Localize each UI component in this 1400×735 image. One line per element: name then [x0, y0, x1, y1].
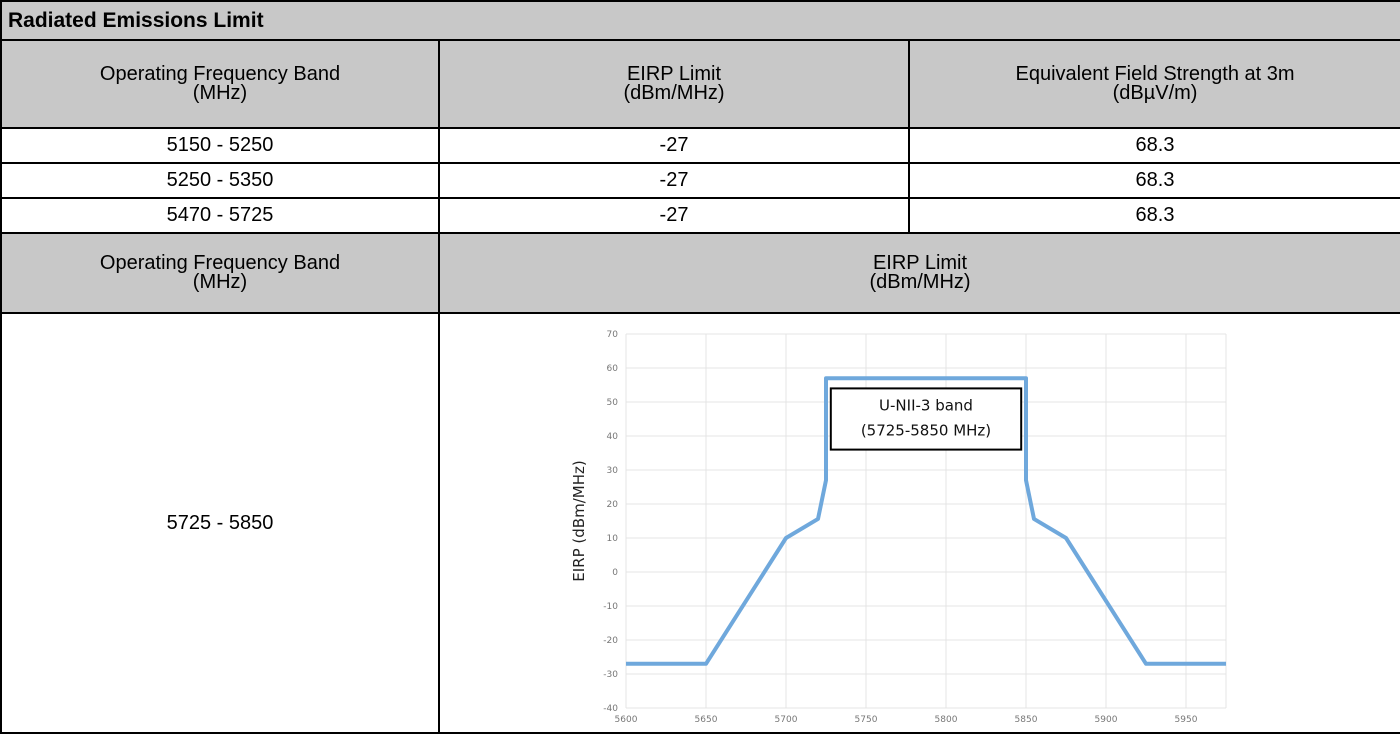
annotation: U-NII-3 band (5725-5850 MHz) [829, 387, 1023, 451]
cell-eirp-limit: -27 [438, 127, 910, 164]
y-tick-labels: 70 60 50 40 30 20 10 0 -10 -20 -30 -40 [603, 330, 618, 714]
table-row: 5470 - 5725 -27 68.3 [0, 197, 1400, 234]
y-tick-label: 20 [607, 500, 619, 510]
y-tick-label: -10 [603, 602, 618, 612]
y-tick-label: -20 [603, 636, 618, 646]
x-tick-label: 5850 [1015, 715, 1038, 725]
header-unit: (dBm/MHz) [869, 271, 971, 293]
eirp-limit-line [626, 376, 1226, 666]
y-tick-label: 50 [607, 398, 619, 408]
x-tick-label: 5700 [775, 715, 798, 725]
cell-frequency-band: 5470 - 5725 [0, 197, 440, 234]
annotation-line-2: (5725-5850 MHz) [861, 421, 991, 439]
eirp-mask-chart: 70 60 50 40 30 20 10 0 -10 -20 -30 -40 5600 5650 5700… [570, 330, 1227, 725]
table-row: 5150 - 5250 -27 68.3 [0, 127, 1400, 164]
cell-band-5725-5850: 5725 - 5850 [0, 312, 440, 734]
header-line: Operating Frequency Band [99, 252, 341, 274]
cell-eirp-limit: -27 [438, 162, 910, 199]
y-tick-label: -40 [603, 704, 618, 714]
x-tick-label: 5650 [695, 715, 718, 725]
header-row-1: Operating Frequency Band (MHz) EIRP Limi… [0, 39, 1400, 129]
x-tick-label: 5900 [1095, 715, 1118, 725]
y-tick-label: 0 [612, 568, 618, 578]
table-title: Radiated Emissions Limit [0, 0, 1400, 41]
header-field-strength: Equivalent Field Strength at 3m (dBµV/m) [907, 39, 1400, 129]
cell-field-strength: 68.3 [907, 127, 1400, 164]
x-tick-label: 5600 [615, 715, 638, 725]
header-unit: (dBµV/m) [1112, 82, 1198, 104]
x-tick-label: 5800 [935, 715, 958, 725]
annotation-line-1: U-NII-3 band [879, 396, 973, 414]
x-tick-labels: 5600 5650 5700 5750 5800 5850 5900 5950 [615, 715, 1198, 725]
cell-frequency-band: 5250 - 5350 [0, 162, 440, 199]
chart-row: 5725 - 5850 70 60 50 40 30 20 10 0 -10 -20 -30 -40 … [0, 312, 1400, 734]
header-unit: (dBm/MHz) [623, 82, 725, 104]
cell-field-strength: 68.3 [907, 162, 1400, 199]
header-unit: (MHz) [192, 82, 248, 104]
cell-eirp-limit: -27 [438, 197, 910, 234]
y-tick-label: 10 [607, 534, 619, 544]
annotation-box [829, 387, 1023, 451]
header-frequency-band-2: Operating Frequency Band (MHz) [0, 232, 440, 314]
header-line: EIRP Limit [626, 63, 722, 85]
cell-field-strength: 68.3 [907, 197, 1400, 234]
y-tick-label: 60 [607, 364, 619, 374]
x-tick-label: 5950 [1175, 715, 1198, 725]
header-line: Equivalent Field Strength at 3m [1015, 63, 1295, 85]
y-tick-label: 30 [607, 466, 619, 476]
header-row-2: Operating Frequency Band (MHz) EIRP Limi… [0, 232, 1400, 314]
chart-cell: 70 60 50 40 30 20 10 0 -10 -20 -30 -40 5600 5650 5700… [437, 312, 1400, 734]
header-frequency-band: Operating Frequency Band (MHz) [0, 39, 440, 129]
y-tick-label: 40 [607, 432, 619, 442]
header-eirp-limit: EIRP Limit (dBm/MHz) [438, 39, 910, 129]
y-axis-label: EIRP (dBm/MHz) [570, 460, 588, 581]
header-line: Operating Frequency Band [99, 63, 341, 85]
y-tick-label: -30 [603, 670, 618, 680]
header-eirp-limit-2: EIRP Limit (dBm/MHz) [437, 232, 1400, 314]
table-row: 5250 - 5350 -27 68.3 [0, 162, 1400, 199]
header-unit: (MHz) [192, 271, 248, 293]
title-row: Radiated Emissions Limit [0, 0, 1400, 41]
x-tick-label: 5750 [855, 715, 878, 725]
header-line: EIRP Limit [872, 252, 968, 274]
y-tick-label: 70 [607, 330, 619, 340]
series-layer [626, 376, 1226, 666]
cell-frequency-band: 5150 - 5250 [0, 127, 440, 164]
